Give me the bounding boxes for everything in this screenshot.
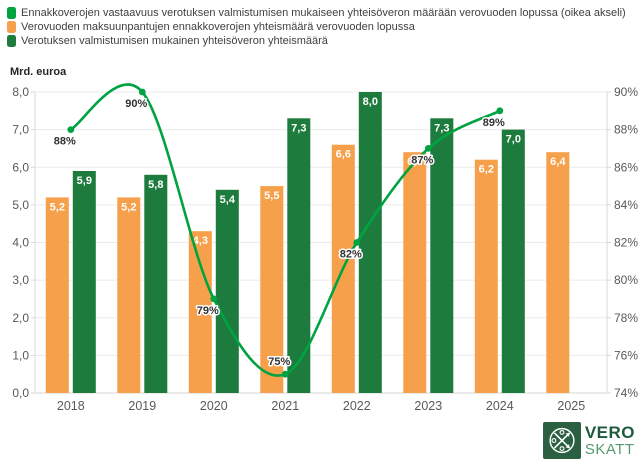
line-point-marker bbox=[353, 239, 361, 246]
bar-value-label: 4,3 bbox=[193, 235, 208, 247]
bar-value-label: 7,3 bbox=[434, 122, 449, 134]
line-point-marker bbox=[281, 370, 289, 378]
legend-item-label: Ennakkoverojen vastaavuus verotuksen val… bbox=[21, 7, 626, 19]
bar-value-label: 5,8 bbox=[148, 179, 163, 191]
line-value-label: 90% bbox=[125, 98, 147, 110]
bar-value-label: 6,6 bbox=[336, 149, 351, 161]
vero-skatt-logo: VERO SKATT bbox=[542, 422, 635, 459]
right-axis-tick-label: 88% bbox=[614, 123, 638, 137]
line-point-marker bbox=[424, 145, 432, 152]
left-axis-tick-label: 7,0 bbox=[12, 123, 29, 137]
right-axis-tick-label: 82% bbox=[614, 236, 638, 250]
x-axis-category-label: 2018 bbox=[57, 399, 85, 413]
line-value-label: 82% bbox=[340, 249, 362, 261]
right-axis-tick-label: 84% bbox=[614, 198, 638, 212]
logo-text-skatt: SKATT bbox=[584, 441, 635, 458]
bar-series-orange-swatch-icon bbox=[7, 21, 16, 33]
logo-text-vero: VERO bbox=[584, 423, 635, 442]
bar bbox=[72, 171, 96, 393]
bar-value-label: 5,4 bbox=[220, 194, 236, 206]
bar bbox=[287, 118, 311, 394]
right-axis-tick-label: 78% bbox=[614, 311, 638, 325]
line-point-marker bbox=[138, 88, 146, 96]
right-axis-tick-label: 80% bbox=[614, 273, 638, 287]
legend-item-line-series: Ennakkoverojen vastaavuus verotuksen val… bbox=[7, 6, 626, 20]
legend-item-label: Verotuksen valmistumisen mukainen yhteis… bbox=[21, 35, 328, 47]
bar bbox=[260, 186, 284, 393]
bar-value-label: 5,9 bbox=[77, 175, 92, 187]
line-value-label: 89% bbox=[483, 117, 505, 129]
bar-value-label: 7,3 bbox=[291, 122, 306, 134]
left-axis-tick-label: 1,0 bbox=[12, 348, 29, 362]
bar-series-green-swatch-icon bbox=[7, 35, 16, 47]
left-axis-tick-label: 5,0 bbox=[12, 198, 29, 212]
left-axis-tick-label: 2,0 bbox=[12, 311, 29, 325]
bar-value-label: 6,4 bbox=[550, 156, 566, 168]
line-value-label: 79% bbox=[197, 305, 219, 317]
bar bbox=[501, 129, 525, 393]
line-value-label: 88% bbox=[54, 136, 76, 148]
x-axis-category-label: 2022 bbox=[343, 399, 371, 413]
bar bbox=[117, 197, 141, 393]
line-value-label: 75% bbox=[268, 356, 290, 368]
bar-value-label: 6,2 bbox=[479, 164, 494, 176]
bar bbox=[45, 197, 69, 393]
bar bbox=[215, 189, 239, 393]
line-series-swatch-icon bbox=[7, 7, 16, 19]
bar bbox=[144, 174, 168, 393]
left-axis-tick-label: 4,0 bbox=[12, 236, 29, 250]
x-axis-category-label: 2020 bbox=[200, 399, 228, 413]
vero-emblem-icon bbox=[542, 422, 581, 459]
line-point-marker bbox=[67, 126, 75, 133]
left-axis-tick-label: 3,0 bbox=[12, 273, 29, 287]
legend-item-advance-tax-bars: Verovuoden maksuunpantujen ennakkoveroje… bbox=[7, 20, 626, 34]
bar-value-label: 7,0 bbox=[506, 134, 521, 146]
bar bbox=[430, 118, 454, 394]
line-point-marker bbox=[210, 295, 218, 303]
right-axis-tick-label: 74% bbox=[614, 386, 638, 400]
right-axis-tick-label: 86% bbox=[614, 160, 638, 174]
x-axis-category-label: 2024 bbox=[486, 399, 514, 413]
chart-legend: Ennakkoverojen vastaavuus verotuksen val… bbox=[7, 6, 626, 48]
left-axis-title: Mrd. euroa bbox=[10, 66, 67, 78]
x-axis-category-label: 2019 bbox=[128, 399, 156, 413]
x-axis-category-label: 2021 bbox=[271, 399, 299, 413]
line-value-label: 87% bbox=[411, 154, 433, 166]
bar-value-label: 5,2 bbox=[121, 201, 136, 213]
left-axis-tick-label: 6,0 bbox=[12, 160, 29, 174]
legend-item-final-tax-bars: Verotuksen valmistumisen mukainen yhteis… bbox=[7, 34, 626, 48]
line-point-marker bbox=[496, 107, 504, 115]
right-axis-tick-label: 90% bbox=[614, 85, 638, 99]
legend-item-label: Verovuoden maksuunpantujen ennakkoveroje… bbox=[21, 21, 415, 33]
right-axis-tick-label: 76% bbox=[614, 348, 638, 362]
bar-value-label: 5,2 bbox=[50, 201, 65, 213]
bar bbox=[403, 152, 427, 393]
bar bbox=[474, 159, 498, 393]
bar-value-label: 5,5 bbox=[264, 190, 279, 202]
bar bbox=[546, 152, 570, 393]
left-axis-tick-label: 0,0 bbox=[12, 386, 29, 400]
left-axis-tick-label: 8,0 bbox=[12, 85, 29, 99]
logo-wordmark: VERO SKATT bbox=[585, 424, 635, 457]
x-axis-category-label: 2023 bbox=[414, 399, 442, 413]
bar bbox=[358, 92, 382, 393]
x-axis-category-label: 2025 bbox=[557, 399, 585, 413]
bar bbox=[188, 231, 212, 393]
bar-value-label: 8,0 bbox=[363, 96, 378, 108]
